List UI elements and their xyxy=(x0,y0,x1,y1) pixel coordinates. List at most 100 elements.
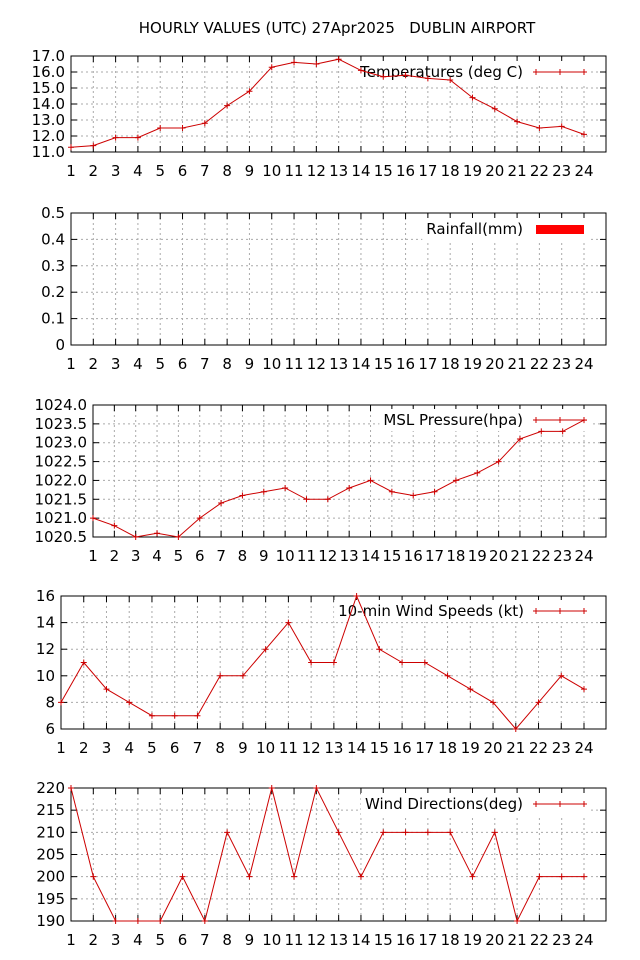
data-point xyxy=(196,515,203,522)
x-tick-label: 14 xyxy=(347,739,366,757)
x-tick-label: 2 xyxy=(89,931,99,949)
data-point xyxy=(103,686,110,693)
x-tick-label: 10 xyxy=(276,547,295,565)
y-tick-label: 195 xyxy=(36,890,65,908)
data-point xyxy=(313,61,320,67)
x-tick-label: 10 xyxy=(262,931,281,949)
x-tick-label: 4 xyxy=(133,355,143,373)
x-tick-label: 6 xyxy=(178,162,188,180)
x-tick-label: 13 xyxy=(329,931,348,949)
x-tick-label: 12 xyxy=(318,547,337,565)
x-tick-label: 21 xyxy=(506,739,525,757)
y-tick-label: 12 xyxy=(36,640,55,658)
data-point xyxy=(491,105,498,112)
x-tick-label: 23 xyxy=(552,739,571,757)
x-tick-label: 1 xyxy=(88,547,98,565)
y-tick-label: 14.0 xyxy=(32,95,65,113)
data-point xyxy=(538,428,545,435)
x-tick-label: 3 xyxy=(102,739,112,757)
legend-label: Wind Directions(deg) xyxy=(365,795,523,813)
x-tick-label: 3 xyxy=(111,355,121,373)
x-tick-label: 8 xyxy=(222,355,232,373)
data-point xyxy=(452,477,459,484)
data-point xyxy=(474,469,481,476)
plot-frame xyxy=(60,595,607,730)
x-tick-label: 23 xyxy=(552,162,571,180)
series-line xyxy=(92,419,585,538)
x-tick-label: 14 xyxy=(351,931,370,949)
data-point xyxy=(282,484,289,491)
data-point xyxy=(112,918,119,924)
x-tick-label: 22 xyxy=(530,162,549,180)
y-tick-label: 205 xyxy=(36,846,65,864)
data-point xyxy=(424,75,431,82)
legend-marker xyxy=(533,69,587,75)
x-tick-label: 11 xyxy=(279,739,298,757)
data-point xyxy=(367,477,374,484)
data-point xyxy=(154,530,161,537)
data-point xyxy=(581,131,587,138)
data-point xyxy=(303,496,310,503)
x-tick-label: 2 xyxy=(79,739,89,757)
series-line xyxy=(70,786,584,923)
x-tick-label: 8 xyxy=(238,547,248,565)
data-point xyxy=(444,672,451,679)
x-tick-label: 15 xyxy=(370,739,389,757)
data-point xyxy=(260,488,267,495)
x-tick-label: 10 xyxy=(262,355,281,373)
x-tick-label: 20 xyxy=(485,355,504,373)
data-point xyxy=(68,144,74,151)
data-point xyxy=(581,417,587,424)
x-tick-label: 22 xyxy=(530,931,549,949)
plot-frame xyxy=(70,55,607,153)
x-tick-label: 19 xyxy=(463,162,482,180)
legend-label: Temperatures (deg C) xyxy=(359,63,523,81)
y-tick-label: 1024.0 xyxy=(35,396,88,414)
x-tick-label: 21 xyxy=(508,355,527,373)
x-tick-label: 18 xyxy=(446,547,465,565)
x-tick-label: 12 xyxy=(307,355,326,373)
x-tick-label: 12 xyxy=(307,931,326,949)
data-point xyxy=(68,785,74,791)
x-tick-label: 12 xyxy=(307,162,326,180)
x-tick-label: 16 xyxy=(396,162,415,180)
data-point xyxy=(447,829,454,836)
data-point xyxy=(90,873,97,880)
x-tick-label: 6 xyxy=(178,931,188,949)
data-point xyxy=(467,686,474,693)
data-point xyxy=(308,659,315,666)
x-tick-label: 13 xyxy=(329,162,348,180)
x-tick-label: 5 xyxy=(174,547,184,565)
data-point xyxy=(581,873,587,880)
x-tick-label: 9 xyxy=(238,739,248,757)
x-tick-label: 8 xyxy=(215,739,225,757)
data-point xyxy=(201,918,208,924)
data-point xyxy=(175,534,182,540)
x-tick-label: 4 xyxy=(152,547,162,565)
x-tick-label: 5 xyxy=(155,931,165,949)
data-point xyxy=(201,120,208,127)
data-point xyxy=(357,67,364,74)
y-tick-label: 1020.5 xyxy=(35,528,88,546)
data-point xyxy=(134,134,141,141)
y-tick-label: 13.0 xyxy=(32,111,65,129)
x-tick-label: 2 xyxy=(110,547,120,565)
data-point xyxy=(447,77,454,83)
y-tick-label: 1021.0 xyxy=(35,509,88,527)
x-tick-label: 8 xyxy=(222,162,232,180)
data-point xyxy=(399,659,406,666)
x-tick-label: 15 xyxy=(382,547,401,565)
data-point xyxy=(111,522,118,529)
legend-background xyxy=(422,218,590,240)
data-point xyxy=(291,873,298,880)
data-point xyxy=(581,686,587,693)
x-tick-label: 4 xyxy=(124,739,134,757)
x-tick-label: 10 xyxy=(256,739,275,757)
x-tick-label: 6 xyxy=(195,547,205,565)
x-tick-label: 14 xyxy=(351,355,370,373)
x-tick-label: 22 xyxy=(532,547,551,565)
x-tick-label: 15 xyxy=(374,355,393,373)
x-tick-label: 19 xyxy=(463,355,482,373)
legend-marker xyxy=(533,801,587,807)
data-point xyxy=(335,56,342,63)
